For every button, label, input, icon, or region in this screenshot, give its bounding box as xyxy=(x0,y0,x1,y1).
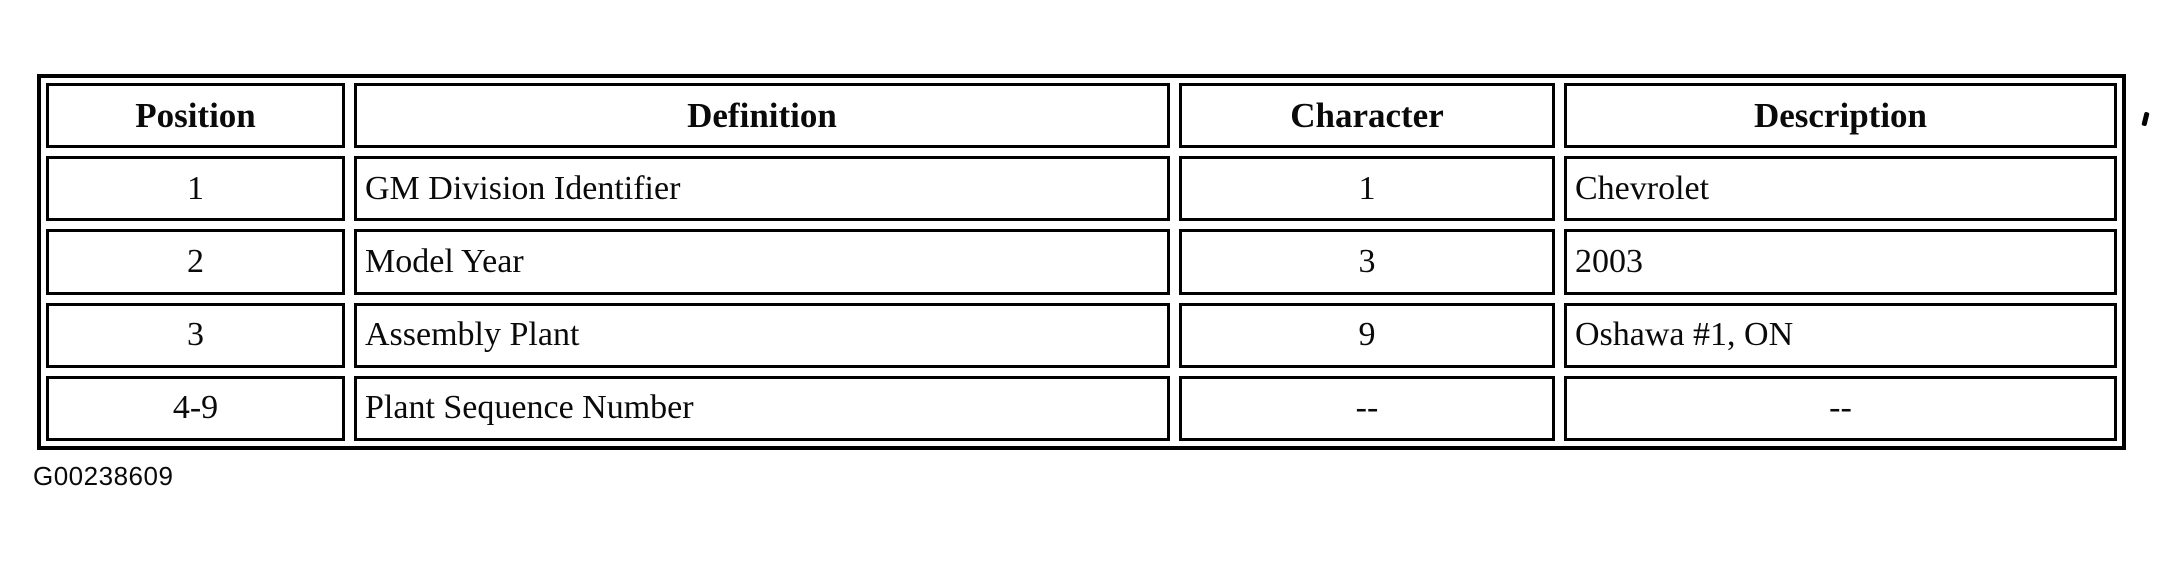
figure-id-label: G00238609 xyxy=(33,461,174,491)
scan-artifact-mark xyxy=(2141,111,2150,127)
table-cell-description: Chevrolet xyxy=(1564,156,2117,222)
column-header-position: Position xyxy=(46,83,345,149)
table-cell-definition: GM Division Identifier xyxy=(354,156,1170,222)
table-cell-definition: Plant Sequence Number xyxy=(354,375,1170,441)
table-cell-character: 9 xyxy=(1179,302,1555,368)
column-header-definition: Definition xyxy=(354,83,1170,149)
table-cell-position: 4-9 xyxy=(46,375,345,441)
table-cell-description: Oshawa #1, ON xyxy=(1564,302,2117,368)
table-cell-character: -- xyxy=(1179,375,1555,441)
table-cell-description: -- xyxy=(1564,375,2117,441)
table-cell-position: 2 xyxy=(46,229,345,295)
table-cell-position: 3 xyxy=(46,302,345,368)
table-cell-character: 3 xyxy=(1179,229,1555,295)
table-cell-definition: Model Year xyxy=(354,229,1170,295)
table-cell-position: 1 xyxy=(46,156,345,222)
table-cell-definition: Assembly Plant xyxy=(354,302,1170,368)
column-header-description: Description xyxy=(1564,83,2117,149)
column-header-character: Character xyxy=(1179,83,1555,149)
vin-position-table-grid: Position Definition Character Descriptio… xyxy=(46,83,2117,441)
table-cell-description: 2003 xyxy=(1564,229,2117,295)
table-cell-character: 1 xyxy=(1179,156,1555,222)
vin-position-table: Position Definition Character Descriptio… xyxy=(37,74,2126,450)
